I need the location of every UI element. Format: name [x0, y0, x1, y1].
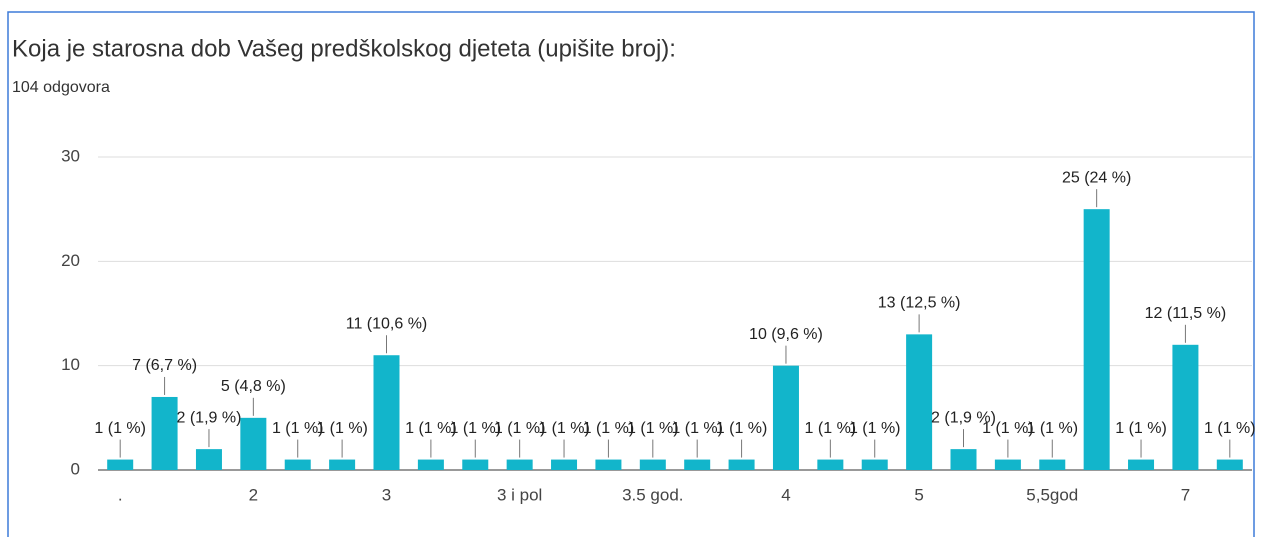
data-label: 1 (1 %) — [1115, 420, 1167, 437]
data-label: 13 (12,5 %) — [878, 295, 961, 312]
data-label: 1 (1 %) — [1026, 420, 1078, 437]
bar — [195, 449, 222, 470]
data-label: 5 (4,8 %) — [221, 378, 286, 395]
bar — [551, 459, 578, 470]
bar — [329, 459, 356, 470]
data-label: 12 (11,5 %) — [1145, 305, 1227, 322]
x-tick-label: 5 — [914, 485, 923, 504]
data-label: 2 (1,9 %) — [177, 409, 242, 426]
data-label: 1 (1 %) — [272, 420, 324, 437]
x-tick-label: 3.5 god. — [622, 485, 683, 504]
data-label: 1 (1 %) — [805, 420, 857, 437]
data-label: 1 (1 %) — [716, 420, 768, 437]
data-label: 2 (1,9 %) — [931, 409, 996, 426]
bar — [1128, 459, 1155, 470]
y-tick-label: 10 — [61, 355, 80, 374]
data-label: 1 (1 %) — [494, 420, 546, 437]
x-tick-label: 3 — [382, 485, 391, 504]
bar — [639, 459, 666, 470]
bar — [151, 396, 178, 470]
chart-title: Koja je starosna dob Vašeg predškolskog … — [12, 35, 676, 62]
data-label: 10 (9,6 %) — [749, 326, 823, 343]
chart-subtitle: 104 odgovora — [12, 79, 110, 96]
bar — [373, 355, 400, 470]
data-label: 25 (24 %) — [1062, 169, 1131, 186]
data-label: 1 (1 %) — [671, 420, 723, 437]
bar — [994, 459, 1021, 470]
data-label: 1 (1 %) — [583, 420, 635, 437]
data-label: 1 (1 %) — [982, 420, 1034, 437]
bar — [772, 365, 799, 470]
bar — [107, 459, 134, 470]
data-label: 7 (6,7 %) — [132, 357, 197, 374]
bar — [1216, 459, 1243, 470]
bar — [817, 459, 844, 470]
data-label: 1 (1 %) — [849, 420, 901, 437]
bar — [684, 459, 711, 470]
bar — [1083, 209, 1110, 470]
bar — [861, 459, 888, 470]
x-tick-label: 7 — [1181, 485, 1190, 504]
bar — [284, 459, 311, 470]
x-tick-label: . — [118, 485, 123, 504]
data-label: 1 (1 %) — [1204, 420, 1256, 437]
data-label: 1 (1 %) — [449, 420, 501, 437]
y-tick-label: 20 — [61, 251, 80, 270]
bar — [906, 334, 933, 470]
x-tick-label: 4 — [781, 485, 790, 504]
bar — [417, 459, 444, 470]
data-label: 1 (1 %) — [538, 420, 590, 437]
data-label: 1 (1 %) — [405, 420, 457, 437]
y-tick-label: 0 — [71, 459, 80, 478]
data-label: 11 (10,6 %) — [346, 315, 428, 332]
bar — [506, 459, 533, 470]
data-label: 1 (1 %) — [627, 420, 679, 437]
bar — [240, 417, 267, 470]
frame — [7, 11, 1255, 537]
bar — [462, 459, 489, 470]
bar — [728, 459, 755, 470]
bar — [1172, 344, 1199, 470]
x-tick-label: 3 i pol — [497, 485, 542, 504]
y-tick-label: 30 — [61, 146, 80, 165]
x-tick-label: 5,5god — [1026, 485, 1078, 504]
data-label: 1 (1 %) — [316, 420, 368, 437]
bar — [595, 459, 622, 470]
x-tick-label: 2 — [249, 485, 258, 504]
bar — [1039, 459, 1066, 470]
bar — [950, 449, 977, 470]
data-label: 1 (1 %) — [94, 420, 146, 437]
